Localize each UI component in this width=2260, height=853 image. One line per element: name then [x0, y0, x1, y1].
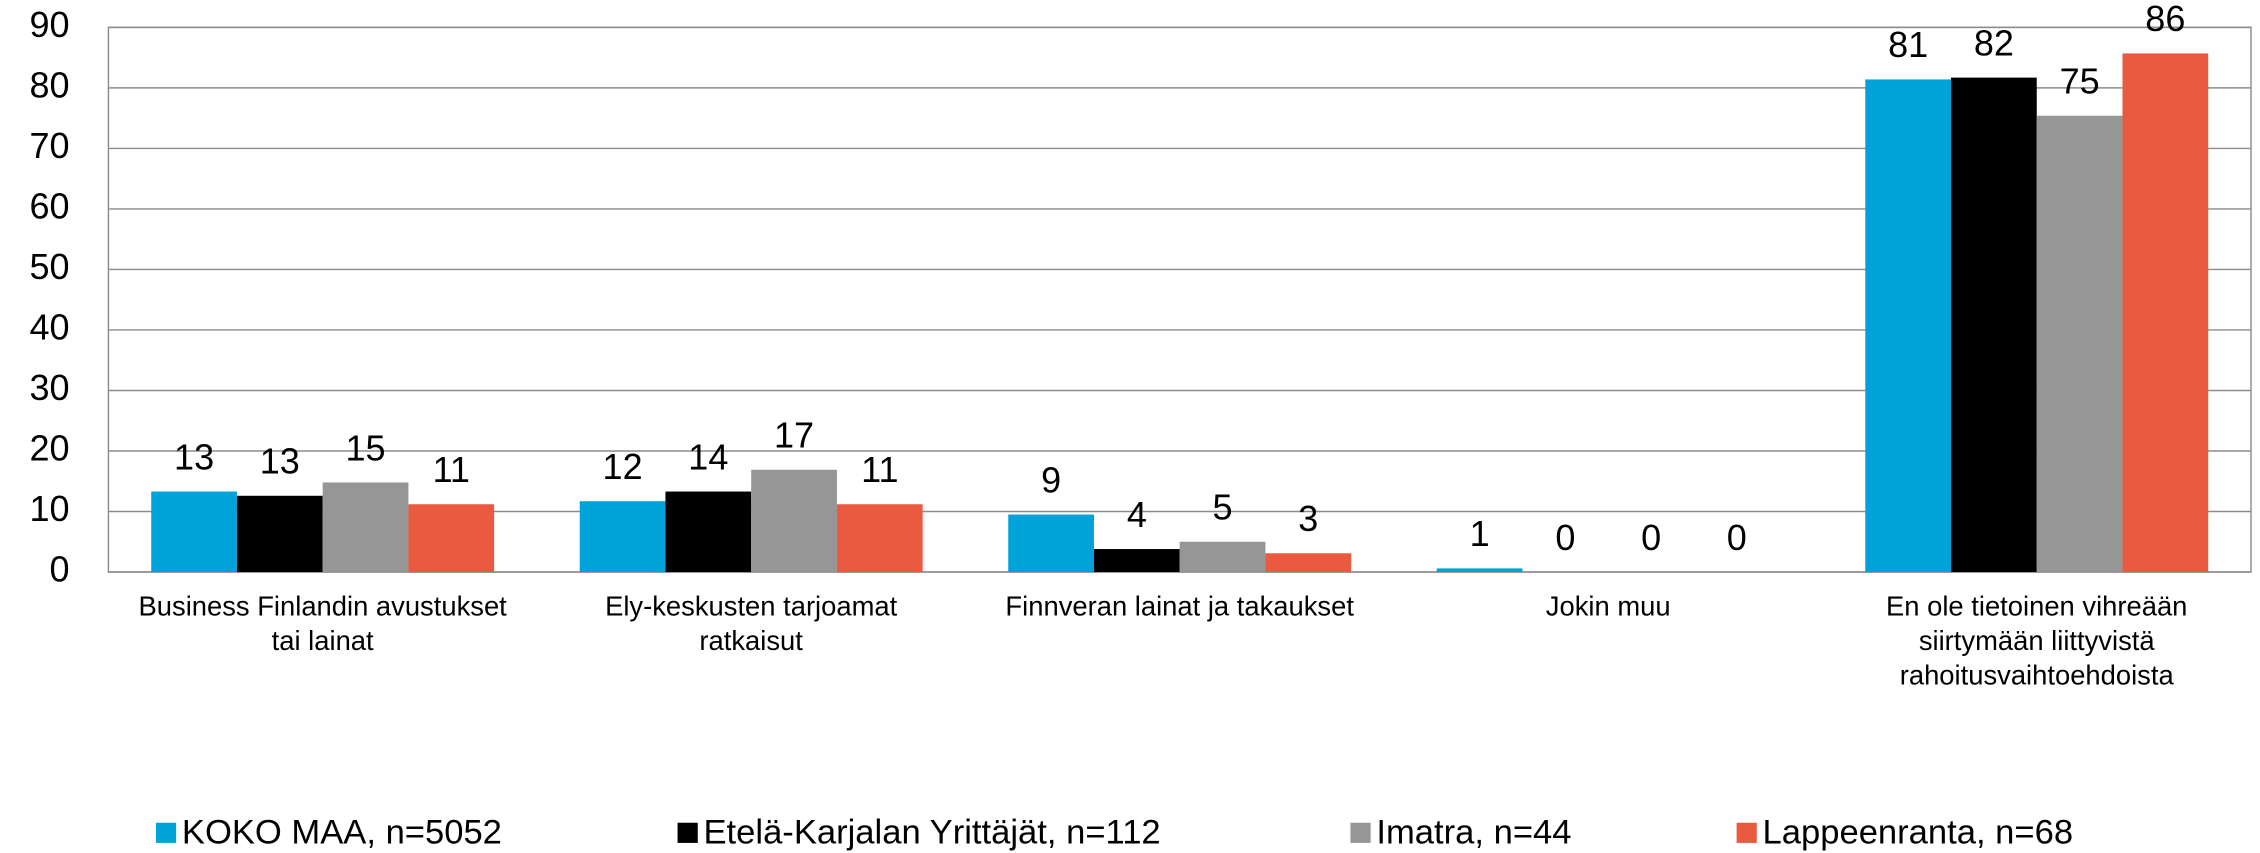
bar — [151, 491, 237, 573]
data-label: 9 — [1041, 459, 1061, 500]
y-tick-label: 40 — [29, 306, 69, 347]
legend-swatch — [155, 822, 177, 843]
bar — [1951, 77, 2037, 573]
legend-label: Lappeenranta, n=68 — [1763, 813, 2074, 851]
legend-label: Imatra, n=44 — [1376, 813, 1571, 851]
y-tick-label: 20 — [29, 428, 69, 469]
data-label: 3 — [1298, 498, 1318, 539]
data-label: 81 — [1888, 24, 1928, 65]
data-label: 0 — [1641, 517, 1661, 558]
data-label: 5 — [1213, 487, 1233, 528]
bar — [579, 501, 666, 573]
x-tick-label: Ely-keskusten tarjoamat ratkaisut — [605, 592, 898, 658]
legend-swatch — [677, 822, 698, 843]
data-label: 13 — [260, 441, 300, 482]
data-label: 13 — [174, 436, 214, 477]
x-tick-label-box: Business Finlandin avustukset tai lainat — [138, 592, 507, 658]
bar — [1093, 549, 1180, 573]
bar — [2122, 53, 2209, 573]
y-tick-label: 70 — [29, 125, 69, 166]
x-tick-label: Finnveran lainat ja takaukset — [1005, 592, 1354, 623]
x-tick-label: Jokin muu — [1545, 592, 1671, 623]
legend-label: Etelä-Karjalan Yrittäjät, n=112 — [704, 813, 1161, 851]
data-label: 15 — [346, 427, 386, 468]
legend-swatch — [1350, 822, 1371, 843]
y-tick-label: 80 — [29, 64, 69, 105]
y-tick-label: 60 — [29, 185, 69, 226]
data-label: 1 — [1470, 513, 1490, 554]
bar — [836, 504, 923, 573]
data-label: 17 — [774, 415, 814, 456]
bar — [1179, 541, 1266, 573]
y-tick-label: 10 — [29, 488, 69, 529]
y-tick-label: 30 — [29, 367, 69, 408]
y-tick-label: 50 — [29, 246, 69, 287]
data-label: 14 — [688, 436, 728, 477]
data-label: 11 — [861, 449, 898, 490]
bar — [408, 504, 495, 573]
x-tick-label: En ole tietoinen vihreään siirtymään lii… — [1886, 592, 2188, 692]
data-label: 0 — [1555, 517, 1575, 558]
data-label: 86 — [2145, 0, 2185, 39]
bar — [665, 491, 752, 573]
bar — [236, 495, 323, 573]
bar — [1865, 79, 1952, 573]
data-label: 11 — [433, 449, 470, 490]
x-tick-label-box: Finnveran lainat ja takaukset — [1005, 592, 1354, 623]
x-tick-label: Business Finlandin avustukset tai lainat — [138, 592, 507, 658]
data-label: 75 — [2060, 61, 2100, 102]
x-tick-label-box: Ely-keskusten tarjoamat ratkaisut — [605, 592, 898, 658]
bar — [1008, 514, 1094, 573]
y-tick-label: 0 — [49, 549, 69, 590]
legend-swatch — [1736, 822, 1757, 843]
bar — [1436, 568, 1523, 573]
bar — [1265, 553, 1352, 573]
data-label: 82 — [1974, 22, 2014, 63]
bar — [322, 482, 409, 573]
x-tick-label-box: Jokin muu — [1545, 592, 1671, 623]
bar — [2036, 115, 2123, 573]
legend-label: KOKO MAA, n=5052 — [182, 813, 502, 851]
y-tick-label: 90 — [29, 4, 69, 45]
data-label: 0 — [1727, 517, 1747, 558]
x-tick-label-box: En ole tietoinen vihreään siirtymään lii… — [1886, 592, 2188, 692]
data-label: 12 — [603, 446, 643, 487]
data-label: 4 — [1127, 494, 1147, 535]
bar — [751, 469, 837, 573]
